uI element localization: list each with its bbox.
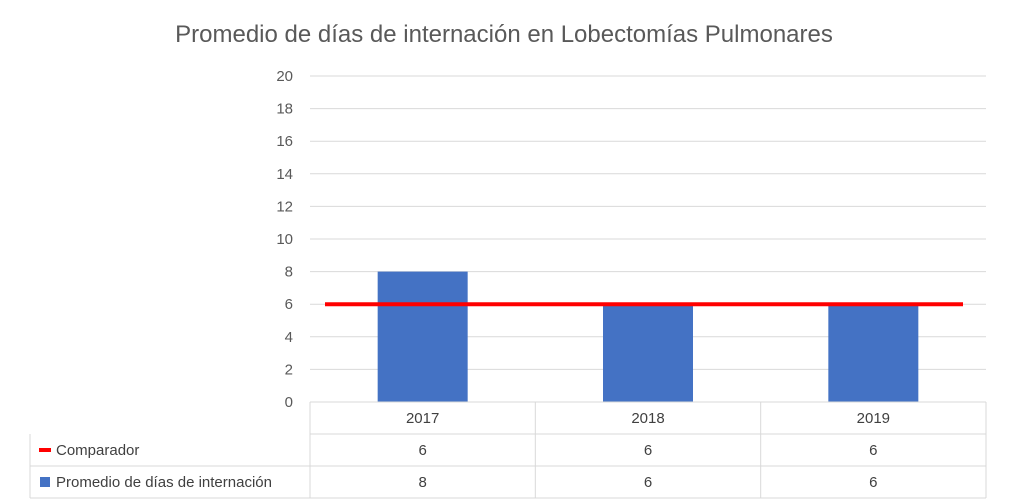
- y-axis-ticks: 0 2 4 6 8 10 12 14 16 18 20: [276, 68, 293, 411]
- table-cell: 6: [869, 442, 877, 459]
- y-tick-label: 8: [285, 264, 293, 281]
- data-table: 2017 2018 2019 Comparador 6 6 6 Promedio de día…: [29, 401, 987, 499]
- x-tick-label: 2019: [857, 410, 890, 427]
- y-tick-label: 14: [276, 166, 293, 183]
- legend-key-bar: [40, 477, 50, 487]
- table-cell: 6: [644, 474, 652, 491]
- legend-label: Promedio de días de internación: [56, 474, 272, 491]
- y-tick-label: 2: [285, 361, 293, 378]
- y-tick-label: 12: [276, 198, 293, 215]
- bar-2019: [828, 304, 919, 402]
- y-tick-label: 20: [276, 68, 293, 85]
- y-tick-label: 16: [276, 133, 293, 150]
- y-tick-label: 18: [276, 101, 293, 118]
- chart-title: Promedio de días de internación en Lobec…: [175, 21, 833, 48]
- legend-label: Comparador: [56, 442, 139, 459]
- table-cell: 6: [418, 442, 426, 459]
- table-cell: 8: [418, 474, 426, 491]
- bar-2018: [603, 304, 693, 402]
- y-tick-label: 10: [276, 231, 293, 248]
- bars: [377, 271, 919, 402]
- table-cell: 6: [869, 474, 877, 491]
- x-tick-label: 2018: [631, 410, 664, 427]
- table-cell: 6: [644, 442, 652, 459]
- y-tick-label: 6: [285, 296, 293, 313]
- bar-2017: [377, 271, 468, 402]
- x-tick-label: 2017: [406, 410, 439, 427]
- y-tick-label: 4: [285, 329, 293, 346]
- y-tick-label: 0: [285, 394, 293, 411]
- legend-key-line: [39, 448, 51, 452]
